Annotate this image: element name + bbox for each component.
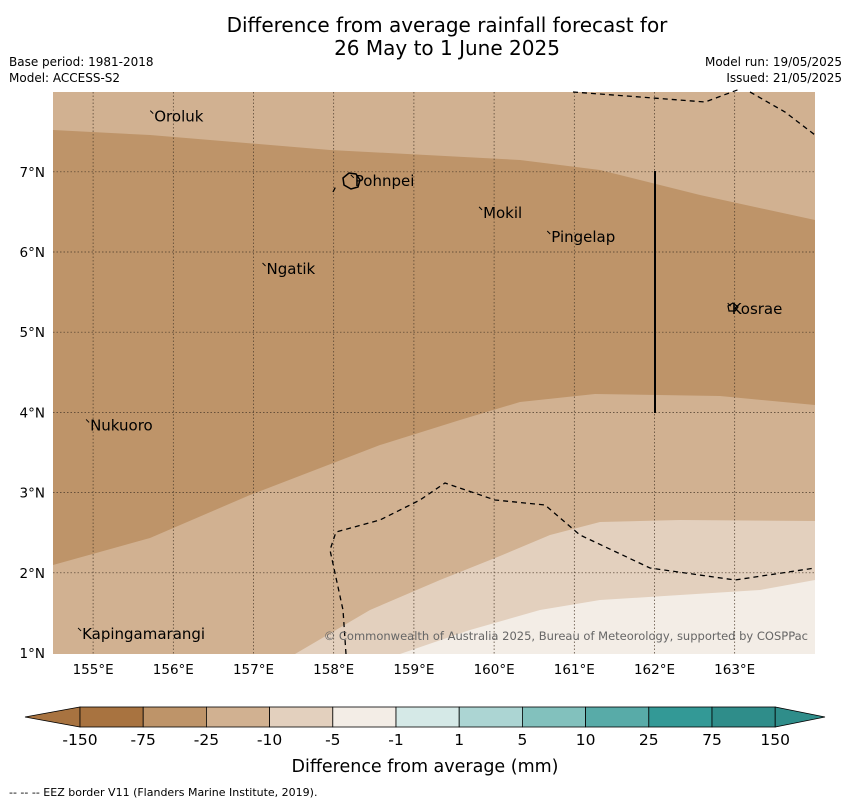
colorbar-tick-label: 10 [576, 731, 596, 749]
latitude-tick-label: 7°N [20, 165, 45, 181]
colorbar-segment [205, 706, 270, 728]
colorbar-segment [458, 706, 523, 728]
longitude-tick-label: 156°E [153, 662, 194, 678]
longitude-tick-label: 157°E [233, 662, 274, 678]
latitude-tick-label: 4°N [20, 405, 45, 421]
place-name: Mokil [483, 204, 522, 222]
place-marker [727, 302, 732, 307]
colorbar-tick-label: 75 [702, 731, 722, 749]
colorbar-tick-label: -25 [194, 731, 219, 749]
title-line-2: 26 May to 1 June 2025 [334, 36, 560, 60]
colorbar-segment [648, 706, 713, 728]
longitude-tick-label: 158°E [313, 662, 354, 678]
longitude-tick-label: 163°E [714, 662, 755, 678]
issued-text: Issued: 21/05/2025 [726, 71, 842, 85]
longitude-tick-label: 160°E [474, 662, 515, 678]
run-info: Model run: 19/05/2025 Issued: 21/05/2025 [705, 54, 842, 86]
colorbar-segment [269, 706, 334, 728]
place-name: Kosrae [732, 300, 783, 318]
place-labels: Oroluk Pohnpei Mokil Pingelap Ngatik Kosrae Nu… [77, 108, 783, 643]
place-marker [478, 206, 483, 211]
place-pohnpei: Pohnpei [350, 172, 415, 190]
colorbar-extend-high [774, 706, 826, 728]
axis-tick-labels: 155°E 156°E 157°E 158°E 159°E 160°E 161°E 162°E… [20, 165, 756, 678]
eez-border-footnote: -- -- -- EEZ border V11 (Flanders Marine… [9, 786, 318, 799]
colorbar-tick-label: 1 [454, 731, 464, 749]
place-name: Pohnpei [355, 172, 415, 190]
place-nukuoro: Nukuoro [85, 416, 153, 434]
colorbar-tick-label: -1 [388, 731, 403, 749]
model-run-text: Model run: 19/05/2025 [704, 55, 842, 69]
colorbar-tick-label: -150 [62, 731, 97, 749]
place-pingelap: Pingelap [546, 228, 615, 246]
zone-moderate-dry [53, 130, 815, 565]
model-info: Base period: 1981-2018 Model: ACCESS-S2 [9, 54, 154, 86]
longitude-tick-label: 162°E [634, 662, 675, 678]
model-name-text: Model: ACCESS-S2 [9, 71, 121, 85]
map-plot-area: Oroluk Pohnpei Mokil Pingelap Ngatik Kosrae Nu… [20, 88, 816, 678]
kosrae-island-outline [727, 302, 739, 312]
eez-border-north [572, 88, 741, 103]
colorbar-tick-label: 5 [517, 731, 527, 749]
eez-borders [329, 88, 816, 655]
longitude-tick-label: 155°E [73, 662, 114, 678]
colorbar-label: Difference from average (mm) [291, 757, 558, 777]
place-name: Nukuoro [90, 416, 153, 434]
colorbar-segment [142, 706, 207, 728]
longitude-tick-label: 161°E [554, 662, 595, 678]
colorbar-segment [585, 706, 650, 728]
latitude-tick-label: 2°N [20, 566, 45, 582]
place-kapingamarangi: Kapingamarangi [77, 625, 205, 643]
place-name: Oroluk [154, 108, 203, 126]
place-name: Ngatik [267, 260, 316, 278]
colorbar: -150 -75 -25 -10 -5 -1 1 5 10 25 75 150 [24, 706, 826, 749]
colorbar-segment [332, 706, 397, 728]
colorbar-tick-label: 150 [760, 731, 790, 749]
gridlines [53, 92, 815, 654]
eez-border-pohnpei-west [332, 185, 337, 193]
eez-border-south [329, 482, 816, 655]
latitude-tick-label: 1°N [20, 646, 45, 662]
place-marker [350, 174, 355, 179]
place-mokil: Mokil [478, 204, 522, 222]
eez-border-northeast [749, 91, 816, 136]
place-oroluk: Oroluk [149, 108, 204, 126]
pohnpei-island-outline [342, 172, 361, 190]
longitude-tick-label: 159°E [393, 662, 434, 678]
colorbar-extend-low [24, 706, 81, 728]
place-name: Pingelap [551, 228, 615, 246]
map-title: Difference from average rainfall forecas… [0, 14, 850, 60]
place-marker [85, 419, 90, 423]
colorbar-segment [522, 706, 587, 728]
place-marker [149, 110, 154, 115]
place-marker [546, 230, 551, 235]
place-name: Kapingamarangi [82, 625, 205, 643]
place-marker [262, 262, 266, 267]
place-ngatik: Ngatik [262, 260, 316, 278]
base-period-text: Base period: 1981-2018 [9, 55, 154, 69]
colorbar-tick-label: -75 [131, 731, 156, 749]
colorbar-tick-label: 25 [639, 731, 659, 749]
colorbar-segment [79, 706, 144, 728]
title-line-1: Difference from average rainfall forecas… [226, 13, 668, 37]
attribution-text: © Commonwealth of Australia 2025, Bureau… [324, 629, 808, 643]
place-marker [77, 627, 82, 632]
colorbar-tick-label: -5 [325, 731, 340, 749]
latitude-tick-label: 3°N [20, 486, 45, 502]
latitude-tick-label: 6°N [20, 245, 45, 261]
zone-near-normal-dry [400, 580, 815, 654]
colorbar-tick-label: -10 [257, 731, 282, 749]
colorbar-segment [395, 706, 460, 728]
latitude-tick-label: 5°N [20, 325, 45, 341]
place-kosrae: Kosrae [727, 300, 783, 318]
colorbar-segment [711, 706, 776, 728]
